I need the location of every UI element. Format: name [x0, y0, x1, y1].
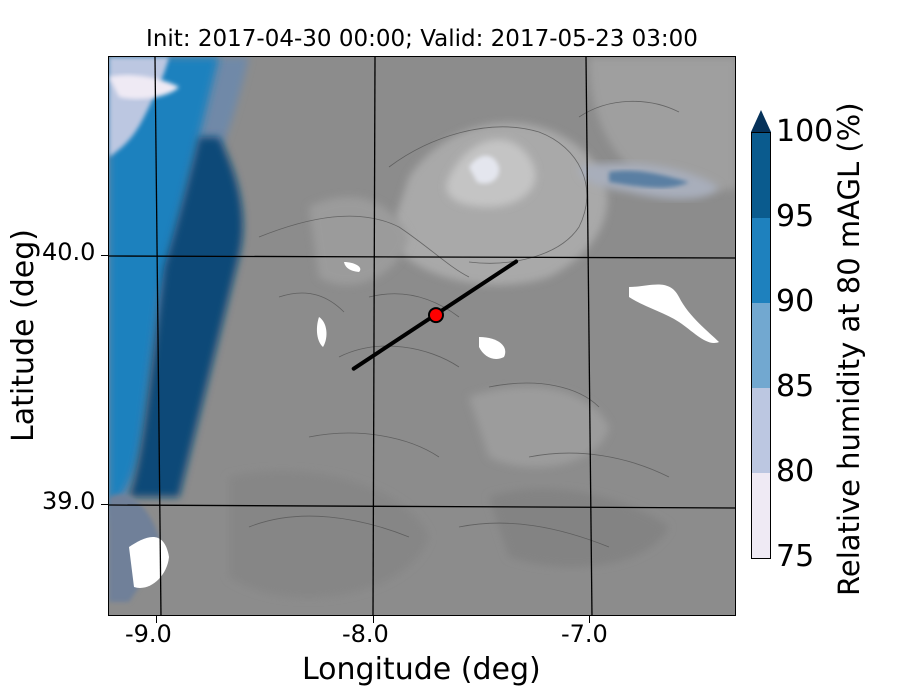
terrain-contours	[248, 100, 680, 548]
x-axis-title: Longitude (deg)	[302, 652, 541, 687]
colorbar-segment	[752, 133, 770, 218]
coastal-white-patch	[129, 537, 169, 588]
y-tick-label: 39.0	[42, 487, 96, 515]
x-tick-label: -8.0	[342, 620, 389, 648]
y-tick-label: 40.0	[42, 238, 96, 266]
colorbar-tick: 75	[776, 539, 815, 574]
colorbar-tick: 100	[776, 114, 834, 149]
valley-patch-west	[316, 317, 327, 347]
colorbar-segment	[752, 388, 770, 473]
coastal-humid-95	[129, 137, 243, 497]
coastal-humid-90	[109, 57, 219, 507]
terrain-sw	[229, 470, 429, 598]
x-tick-label: -7.0	[561, 620, 608, 648]
colorbar-tick: 95	[776, 199, 815, 234]
parallel-line	[109, 504, 735, 509]
terrain-south	[469, 387, 609, 467]
graticule	[109, 57, 735, 615]
meridian-line	[372, 57, 376, 615]
x-tick-mark	[589, 616, 590, 623]
y-tick-mark	[101, 504, 108, 505]
colorbar-extend-arrow	[751, 110, 771, 132]
x-tick-label: -9.0	[125, 620, 172, 648]
colorbar-segment	[752, 218, 770, 303]
terrain-se	[489, 488, 669, 567]
ne-humid-core	[609, 170, 689, 188]
colorbar-title: Relative humidity at 80 mAGL (%)	[832, 102, 866, 596]
meridian-line	[154, 57, 162, 615]
summit-humid-patch	[469, 155, 500, 184]
site-marker[interactable]	[427, 307, 444, 324]
colorbar-tick: 90	[776, 284, 815, 319]
valley-patch-east	[629, 284, 719, 343]
map-title: Init: 2017-04-30 00:00; Valid: 2017-05-2…	[146, 26, 698, 52]
map-plot-area[interactable]	[108, 56, 736, 616]
valley-patch-north	[344, 262, 361, 272]
terrain-ne	[589, 57, 735, 191]
colorbar-tick: 85	[776, 369, 815, 404]
x-tick-mark	[373, 616, 374, 623]
colorbar-segment	[752, 473, 770, 558]
terrain-ridge	[309, 197, 409, 285]
colorbar	[751, 132, 771, 559]
terrain-map	[109, 57, 735, 615]
valley-patch-center	[479, 337, 506, 359]
colorbar-segment	[752, 303, 770, 388]
y-tick-mark	[101, 255, 108, 256]
colorbar-tick: 80	[776, 454, 815, 489]
parallel-line	[109, 255, 735, 259]
y-axis-title: Latitude (deg)	[6, 229, 41, 442]
coastal-humid-75	[109, 75, 179, 99]
x-tick-mark	[156, 616, 157, 623]
meridian-line	[585, 57, 593, 615]
